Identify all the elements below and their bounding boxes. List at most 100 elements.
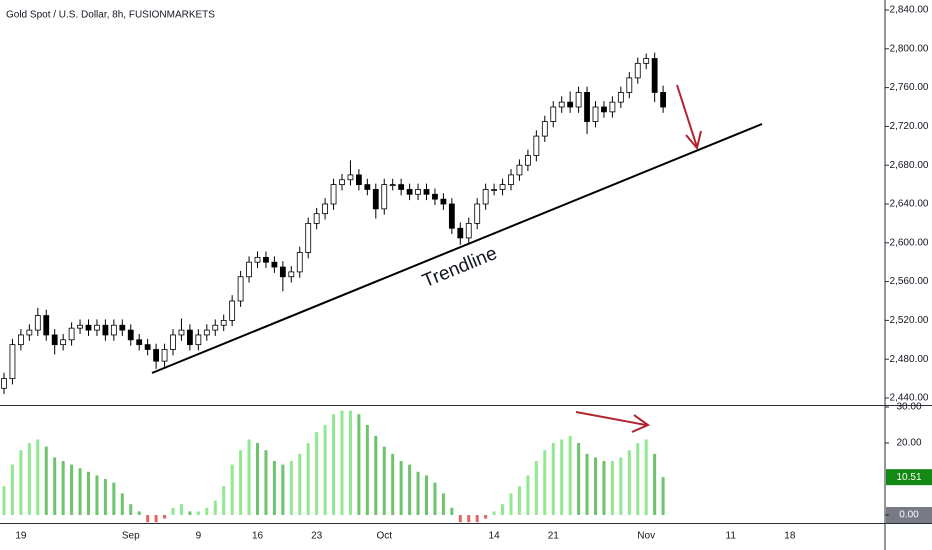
histogram-bar (120, 493, 124, 515)
candle-body (347, 174, 354, 181)
x-tick-label: 9 (196, 531, 202, 542)
histogram-bar (627, 450, 631, 515)
histogram-bar (154, 515, 158, 523)
histogram-bar (95, 475, 99, 515)
x-tick-label: 11 (726, 531, 737, 542)
histogram-bar (610, 461, 614, 515)
candle-body (651, 58, 658, 93)
histogram-bar (264, 450, 268, 515)
histogram-bar (425, 475, 428, 515)
histogram-bar (163, 515, 167, 519)
y-tick-label: 2,760.00 (890, 82, 929, 93)
candle-body (448, 203, 455, 229)
candle-body (246, 261, 252, 278)
candle-body (660, 92, 666, 108)
histogram-bar (112, 482, 116, 515)
candle-body (339, 179, 345, 185)
candle-body (457, 227, 464, 239)
histogram-bar (374, 435, 378, 515)
histogram-bar (171, 507, 175, 515)
candle-body (474, 203, 481, 224)
trendline (151, 123, 763, 374)
candle-body (305, 222, 312, 253)
y-tick-label: 20.00 (896, 438, 921, 449)
histogram-bar (239, 450, 243, 515)
candle-body (355, 174, 362, 185)
histogram-bar (644, 439, 648, 515)
x-tick-label: Oct (376, 531, 392, 542)
candle-body (9, 344, 16, 379)
last-value-box (886, 469, 932, 486)
y-tick-label: 2,840.00 (890, 5, 929, 16)
y-tick-label: 2,720.00 (890, 121, 929, 132)
x-tick-label: 14 (489, 531, 501, 542)
histogram-bar (10, 464, 14, 515)
marks (1, 52, 666, 523)
candle-body (212, 324, 219, 331)
histogram-bar (272, 461, 276, 515)
histogram-bar (450, 507, 454, 515)
histogram-bar (653, 453, 657, 515)
histogram-bar (543, 450, 547, 515)
candle-body (330, 184, 337, 205)
x-tick-label: Nov (637, 531, 655, 542)
histogram-bar (348, 410, 352, 515)
x-tick-label: 19 (15, 531, 27, 542)
histogram-bar (551, 443, 555, 515)
candle-body (364, 184, 371, 190)
candle-body (372, 189, 379, 210)
histogram-bar (19, 450, 23, 515)
histogram-bar (484, 515, 488, 519)
candle-body (482, 189, 489, 205)
histogram-bar (501, 504, 505, 515)
candle-body (85, 324, 92, 331)
y-tick-label: 2,440.00 (890, 393, 929, 404)
histogram-bar (475, 515, 479, 523)
histogram-bar (408, 464, 412, 515)
candle-body (491, 189, 498, 191)
candle-body (220, 319, 227, 326)
candle-body (609, 101, 616, 113)
histogram-bar (602, 461, 606, 515)
candle-body (51, 334, 58, 346)
histogram-bar (70, 464, 74, 515)
x-tick-label: 16 (252, 531, 264, 542)
arrow-shaft (575, 411, 647, 426)
candle-body (263, 256, 269, 263)
candle-body (575, 92, 582, 108)
candle-body (77, 324, 83, 329)
histogram-bar (433, 482, 437, 515)
candle-body (17, 334, 24, 346)
candle-body (26, 329, 33, 336)
candle-body (508, 174, 514, 185)
y-tick-label: 30.00 (896, 402, 921, 413)
candle-body (68, 327, 75, 341)
histogram-bar (509, 493, 513, 515)
candle-body (34, 315, 41, 331)
candle-body (541, 121, 548, 137)
candle-body (43, 315, 50, 336)
y-tick-label: 2,680.00 (890, 160, 929, 171)
candle-body (161, 349, 168, 362)
y-tick-label: 0.00 (899, 510, 919, 521)
x-tick-label: 23 (311, 531, 323, 542)
candle-body (136, 339, 143, 346)
red-arrows (575, 84, 702, 433)
histogram-bar (568, 435, 572, 515)
candle-body (279, 266, 286, 278)
histogram-bar (534, 461, 538, 515)
candle-body (254, 256, 261, 263)
histogram-bar (179, 504, 183, 515)
histogram-bar (458, 515, 462, 523)
histogram-bar (323, 425, 327, 515)
candle-body (186, 329, 193, 346)
chart-title: Gold Spot / U.S. Dollar, 8h, FUSIONMARKE… (6, 10, 215, 21)
histogram-bar (137, 511, 141, 515)
histogram-bar (357, 414, 361, 515)
candle-body (533, 135, 540, 156)
histogram-bar (230, 464, 234, 515)
candle-body (423, 189, 430, 195)
histogram-bar (103, 479, 107, 515)
candle-body (398, 184, 405, 190)
candle-body (271, 261, 278, 268)
